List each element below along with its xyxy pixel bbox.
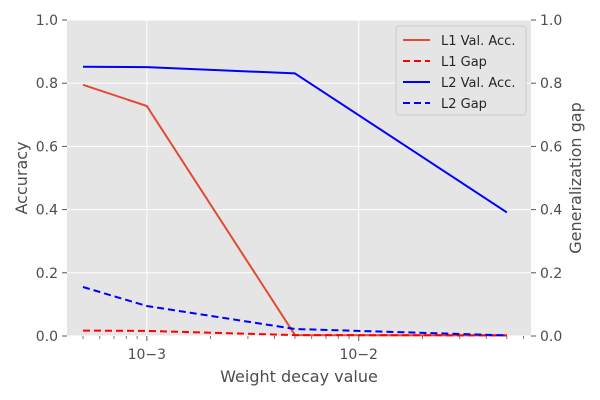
y-axis-title-right: Generalization gap	[566, 102, 585, 254]
y-tick-label-left: 0.2	[36, 266, 58, 282]
grid	[67, 19, 531, 337]
series-line-l2-gap	[82, 286, 507, 337]
series-lines	[82, 65, 508, 337]
legend: L1 Val. Acc. L1 Gap L2 Val. Acc. L2 Gap	[395, 25, 527, 116]
series-line-l2-val-acc	[82, 65, 508, 214]
y-tick-label-left: 1.0	[36, 13, 58, 29]
legend-label: L2 Val. Acc.	[441, 76, 515, 91]
y-tick-label-right: 0.4	[540, 203, 562, 219]
y-axis-title-left: Accuracy	[12, 141, 31, 214]
x-tick-label: 10−2	[340, 347, 378, 363]
y-tick-label-left: 0.6	[36, 139, 58, 155]
y-tick-label-right: 0.0	[540, 329, 562, 345]
y-tick-label-left: 0.8	[36, 76, 58, 92]
series-line-l1-gap	[82, 329, 507, 337]
y-tick-label-left: 0.4	[36, 203, 58, 219]
minor-ticks	[82, 336, 525, 339]
legend-label: L1 Val. Acc.	[441, 34, 515, 49]
x-tick-label: 10−3	[128, 347, 166, 363]
legend-label: L1 Gap	[441, 55, 487, 70]
tick-labels: 0.0 0.2 0.4 0.6 0.8 1.0 0.0 0.2 0.4 0.6 0.8 1.0 10−3…	[36, 13, 563, 363]
y-tick-label-right: 1.0	[540, 13, 562, 29]
legend-label: L2 Gap	[441, 97, 487, 112]
y-tick-label-left: 0.0	[36, 329, 58, 345]
y-tick-label-right: 0.6	[540, 139, 562, 155]
y-tick-label-right: 0.8	[540, 76, 562, 92]
x-axis-title: Weight decay value	[220, 367, 378, 386]
y-tick-label-right: 0.2	[540, 266, 562, 282]
series-line-l1-val-acc	[82, 83, 507, 337]
legend-box	[395, 25, 527, 116]
